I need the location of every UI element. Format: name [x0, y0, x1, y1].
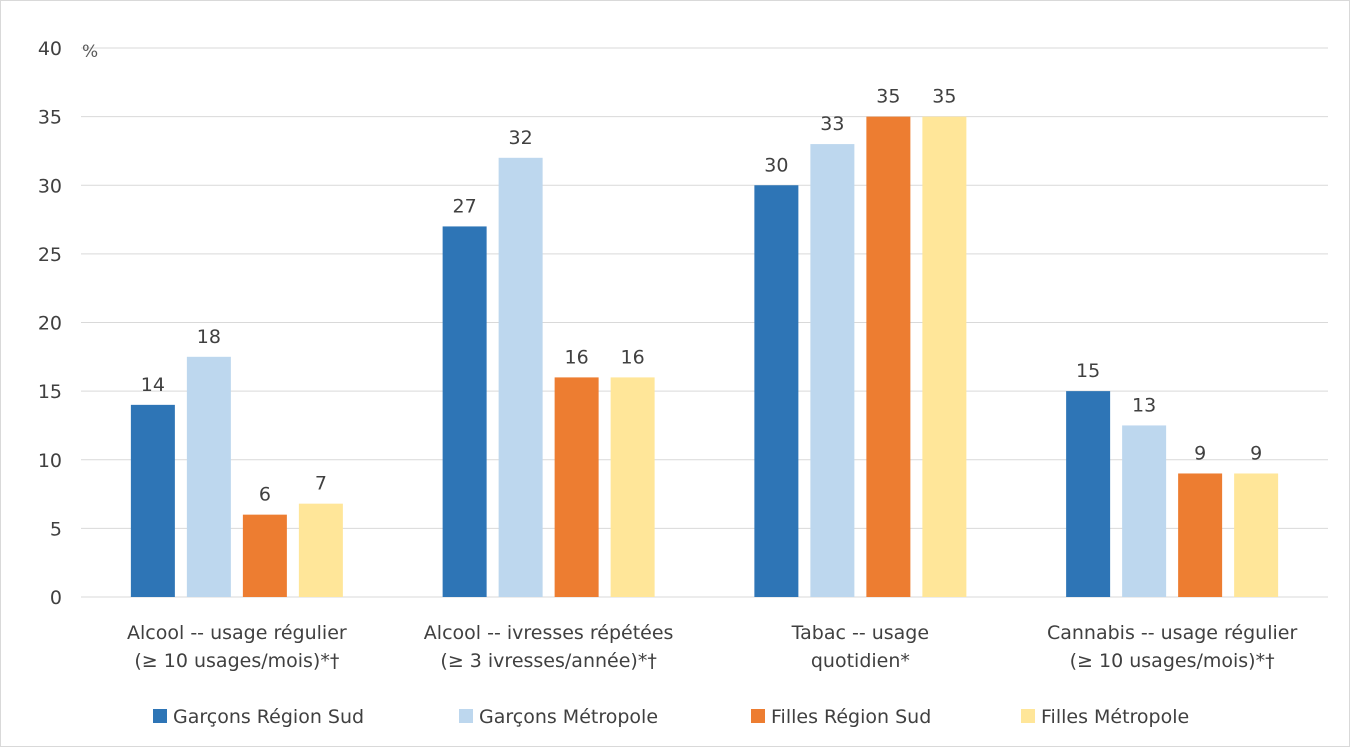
legend-label: Filles Région Sud	[771, 706, 931, 728]
data-label: 16	[621, 346, 645, 368]
bar	[1234, 473, 1279, 597]
data-label: 18	[197, 326, 221, 348]
data-label: 35	[932, 86, 956, 108]
y-tick-label: 10	[38, 450, 62, 472]
y-tick-label: 40	[38, 38, 62, 60]
data-label: 30	[764, 154, 788, 176]
data-label: 7	[315, 473, 327, 495]
data-label: 27	[453, 195, 477, 217]
data-label: 9	[1194, 442, 1206, 464]
category-label: Alcool -- ivresses répétées	[424, 622, 674, 644]
bar	[442, 226, 487, 598]
data-label: 35	[876, 86, 900, 108]
bar	[298, 503, 343, 597]
y-tick-label: 30	[38, 175, 62, 197]
legend-label: Garçons Région Sud	[173, 706, 364, 728]
legend-swatch	[459, 709, 473, 723]
category-label: Alcool -- usage régulier	[127, 622, 347, 644]
legend-label: Filles Métropole	[1041, 706, 1189, 728]
data-label: 33	[820, 113, 844, 135]
bar	[922, 116, 967, 597]
legend: Garçons Région Sud Garçons Métropole Fille…	[153, 706, 1189, 728]
bar	[186, 356, 231, 597]
category-label: Tabac -- usage	[791, 622, 929, 644]
bar	[1066, 391, 1111, 597]
bar	[1122, 425, 1167, 597]
category-labels: Alcool -- usage régulier (≥ 10 usages/moi…	[127, 622, 1297, 672]
bar	[810, 144, 855, 597]
category-label: quotidien*	[811, 650, 910, 672]
y-tick-label: 0	[50, 587, 62, 609]
bar	[498, 157, 543, 598]
legend-label: Garçons Métropole	[479, 706, 658, 728]
y-tick-label: 35	[38, 107, 62, 129]
bar	[554, 377, 599, 597]
category-label: Cannabis -- usage régulier	[1047, 622, 1297, 644]
legend-swatch	[153, 709, 167, 723]
data-label: 6	[259, 484, 271, 506]
y-unit-label: %	[82, 42, 98, 62]
bar	[1178, 473, 1223, 597]
y-tick-label: 25	[38, 244, 62, 266]
data-label: 16	[565, 346, 589, 368]
category-label: (≥ 10 usages/mois)*†	[1070, 650, 1275, 672]
bar	[866, 116, 911, 597]
data-labels: 14 18 6 7 27 32 16 16 30 33 35 35 15 13 9 9	[141, 86, 1262, 506]
gridlines	[81, 47, 1328, 598]
y-axis-ticks: 0 5 10 15 20 25 30 35 40%	[38, 38, 98, 609]
data-label: 13	[1132, 394, 1156, 416]
legend-swatch	[751, 709, 765, 723]
bars	[130, 116, 1279, 598]
data-label: 32	[509, 127, 533, 149]
category-label: (≥ 10 usages/mois)*†	[134, 650, 339, 672]
legend-swatch	[1021, 709, 1035, 723]
y-tick-label: 5	[50, 518, 62, 540]
bar	[242, 514, 287, 597]
y-tick-label: 20	[38, 313, 62, 335]
data-label: 15	[1076, 360, 1100, 382]
data-label: 14	[141, 374, 165, 396]
category-label: (≥ 3 ivresses/année)*†	[440, 650, 656, 672]
bar	[130, 404, 175, 597]
y-tick-label: 15	[38, 381, 62, 403]
data-label: 9	[1250, 442, 1262, 464]
bar	[754, 185, 799, 597]
bar	[610, 377, 655, 597]
